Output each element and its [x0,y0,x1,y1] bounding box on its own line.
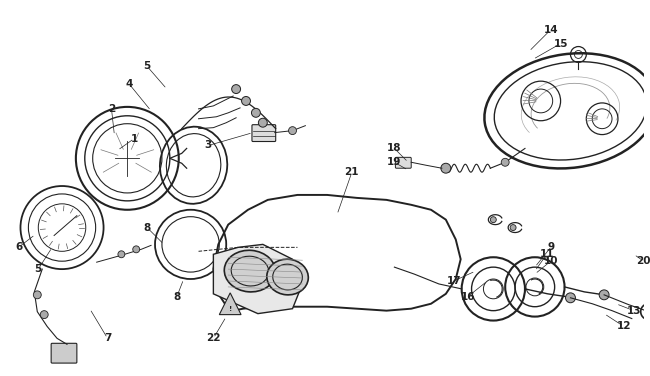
Text: 5: 5 [144,61,151,71]
Text: 20: 20 [636,256,650,266]
Circle shape [33,291,41,299]
FancyBboxPatch shape [252,125,276,141]
Text: 2: 2 [108,104,115,114]
Text: 10: 10 [543,256,558,266]
Text: 18: 18 [387,143,402,153]
Circle shape [289,127,296,135]
Circle shape [231,85,240,94]
Text: 7: 7 [104,334,111,343]
FancyBboxPatch shape [51,343,77,363]
Circle shape [566,293,575,303]
Polygon shape [213,244,302,314]
Circle shape [118,251,125,258]
Circle shape [242,97,250,105]
Ellipse shape [266,259,308,295]
Circle shape [501,158,509,166]
Text: 9: 9 [547,243,554,252]
Text: 13: 13 [627,306,641,316]
Text: !: ! [229,306,232,312]
Text: 14: 14 [543,25,558,35]
Text: 8: 8 [173,292,181,302]
Text: 16: 16 [460,292,475,302]
Circle shape [40,311,48,318]
Text: 5: 5 [34,264,42,274]
Circle shape [490,217,497,223]
Circle shape [252,108,261,117]
Polygon shape [219,293,241,315]
Text: 21: 21 [344,167,359,177]
Circle shape [133,246,140,253]
Text: 15: 15 [553,39,568,49]
Circle shape [510,224,516,230]
FancyBboxPatch shape [395,157,411,168]
Circle shape [599,290,609,300]
Text: 6: 6 [15,243,22,252]
Text: 19: 19 [387,157,402,167]
Text: 4: 4 [125,79,133,89]
Circle shape [441,163,451,173]
Text: 1: 1 [131,133,138,144]
Text: 11: 11 [540,249,554,259]
Text: 12: 12 [617,321,631,332]
Text: 3: 3 [205,141,212,150]
Text: 8: 8 [144,223,151,233]
Text: 22: 22 [206,334,220,343]
Text: 17: 17 [447,276,461,286]
Ellipse shape [224,250,276,292]
Circle shape [259,118,267,127]
